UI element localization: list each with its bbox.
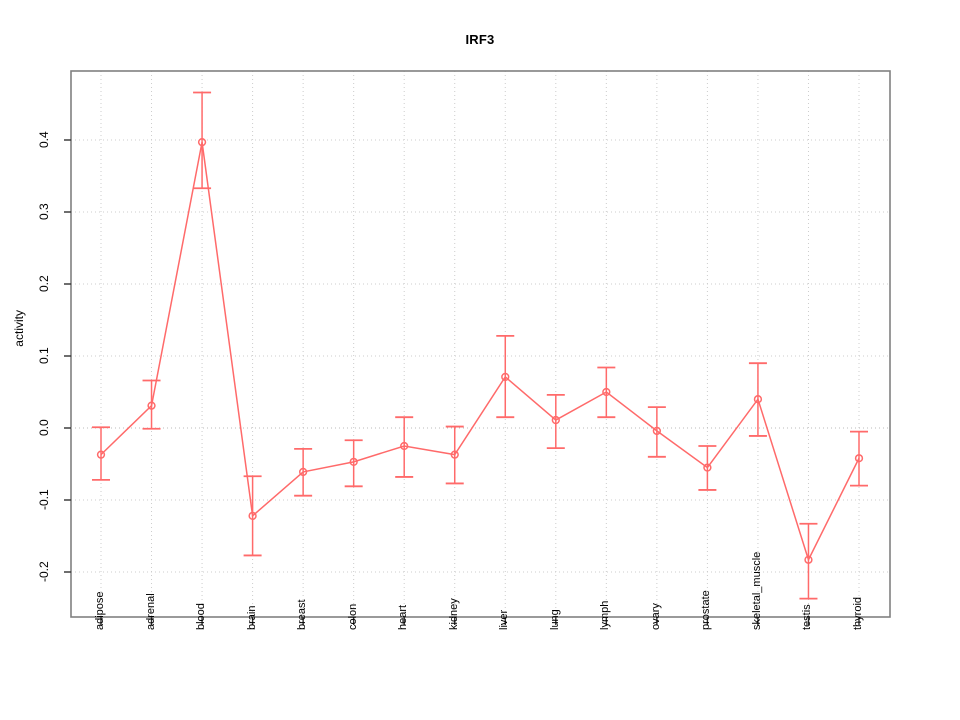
data-point-marker [197, 138, 207, 147]
x-tick-label-kidney: kidney [447, 598, 460, 630]
data-point-marker [147, 401, 156, 410]
plot-border [70, 70, 891, 618]
data-point-marker [854, 454, 864, 463]
y-tick-label: 0.4 [37, 131, 51, 149]
data-point-group [647, 406, 666, 458]
data-series [92, 91, 868, 600]
y-tick-label: 0.1 [37, 347, 51, 365]
plot-frame [70, 70, 891, 618]
data-point-marker [602, 387, 611, 397]
page-title: IRF3 [465, 32, 495, 47]
data-point-marker [450, 450, 459, 459]
data-point-group [92, 426, 110, 481]
x-tick-label-adrenal: adrenal [144, 593, 157, 630]
x-tick-label-skeletal_muscle: skeletal_muscle [750, 551, 763, 630]
x-tick-label-lung: lung [548, 609, 561, 630]
x-tick-label-ovary: ovary [649, 603, 662, 630]
data-point-group [445, 425, 464, 485]
data-point-marker [652, 426, 662, 436]
y-tick-label: -0.2 [37, 561, 51, 583]
x-tick-label-colon: colon [346, 603, 359, 630]
data-point-group [698, 445, 717, 491]
data-point-group [344, 439, 363, 488]
data-point-marker [753, 395, 763, 404]
x-tick-label-lymph: lymph [599, 600, 612, 630]
data-point-marker [804, 555, 813, 564]
data-point-group [748, 362, 767, 437]
x-tick-label-adipose: adipose [94, 591, 106, 630]
series-line [100, 142, 860, 562]
data-point-marker [248, 511, 257, 520]
x-tick-label-prostate: prostate [700, 590, 713, 630]
x-tick-label-testis: testis [801, 604, 814, 630]
data-point-group [395, 416, 414, 478]
data-point-group [496, 334, 515, 419]
data-point-marker [501, 372, 510, 382]
x-tick-label-breast: breast [296, 599, 309, 630]
y-tick-label: 0.0 [37, 419, 51, 437]
y-tick-label: 0.2 [37, 275, 51, 293]
data-point-group [243, 475, 262, 557]
data-point-group [142, 379, 161, 430]
data-point-marker [298, 467, 308, 477]
x-tick-label-heart: heart [397, 604, 410, 630]
x-tick-label-liver: liver [498, 609, 511, 630]
data-point-marker [551, 415, 560, 425]
data-point-group [597, 366, 616, 419]
data-point-marker [96, 450, 106, 459]
data-point-group [850, 430, 868, 487]
data-point-group [193, 91, 212, 190]
axis-ticks [64, 139, 860, 625]
y-tick-label: 0.3 [37, 203, 51, 221]
x-tick-label-blood: blood [195, 603, 208, 630]
data-point-group [294, 447, 313, 497]
y-tick-label: -0.1 [37, 489, 51, 511]
data-point-marker [349, 457, 358, 466]
data-point-group [546, 393, 565, 450]
grid-layer [71, 71, 890, 617]
data-point-group [799, 522, 818, 600]
data-point-marker [703, 463, 712, 472]
x-tick-label-brain: brain [245, 605, 258, 630]
x-tick-label-thyroid: thyroid [852, 596, 864, 630]
data-point-marker [400, 441, 409, 451]
